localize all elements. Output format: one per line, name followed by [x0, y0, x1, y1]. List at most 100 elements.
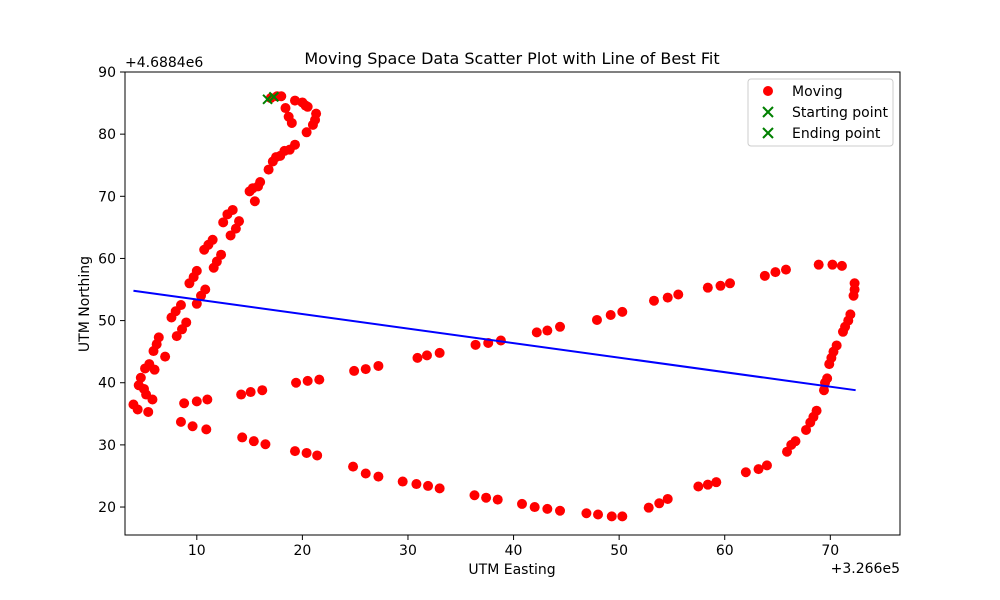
x-tick-label: 70	[821, 543, 839, 559]
y-axis-label: UTM Northing	[77, 256, 93, 352]
moving-point	[196, 290, 207, 301]
moving-point	[302, 101, 313, 112]
moving-point	[492, 494, 503, 505]
moving-point	[263, 164, 274, 175]
x-tick-label: 20	[293, 543, 311, 559]
moving-point	[740, 467, 751, 478]
moving-point	[276, 91, 287, 102]
moving-point	[225, 230, 236, 241]
moving-point	[693, 481, 704, 492]
legend-label-ending-point: Ending point	[792, 126, 881, 142]
moving-point	[753, 464, 764, 475]
moving-point	[470, 339, 481, 350]
moving-point	[208, 262, 219, 273]
moving-point	[160, 351, 171, 362]
moving-point	[434, 483, 445, 494]
moving-point	[201, 424, 212, 435]
x-tick-label: 60	[716, 543, 734, 559]
legend-label-starting-point: Starting point	[792, 105, 889, 121]
moving-point	[662, 292, 673, 303]
starting-point-marker	[262, 94, 273, 105]
moving-point	[662, 493, 673, 504]
legend-marker-starting-point	[762, 106, 774, 118]
moving-point	[761, 460, 772, 471]
moving-point	[593, 509, 604, 520]
moving-point	[202, 394, 213, 405]
moving-point	[848, 290, 859, 301]
legend-label-moving: Moving	[792, 84, 843, 100]
moving-point	[171, 331, 182, 342]
moving-point	[397, 476, 408, 487]
moving-point	[373, 360, 384, 371]
moving-point	[267, 156, 278, 167]
moving-point	[412, 352, 423, 363]
x-axis: 10 20 30 40 50 60 70	[188, 535, 839, 559]
moving-point	[591, 314, 602, 325]
moving-point	[360, 468, 371, 479]
y-tick-label: 80	[98, 127, 116, 143]
moving-point	[711, 477, 722, 488]
moving-point	[606, 511, 617, 522]
x-tick-label: 40	[505, 543, 523, 559]
moving-point	[302, 375, 313, 386]
moving-point	[301, 447, 312, 458]
moving-point	[177, 324, 188, 335]
ending-point-marker	[268, 91, 280, 103]
moving-point	[813, 259, 824, 270]
plot-frame	[124, 71, 901, 536]
moving-point	[373, 471, 384, 482]
moving-point	[617, 306, 628, 317]
moving-point	[643, 502, 654, 513]
moving-point	[175, 416, 186, 427]
moving-point	[780, 264, 791, 275]
y-tick-label: 90	[98, 65, 116, 81]
moving-point	[542, 503, 553, 514]
moving-point	[469, 490, 480, 501]
moving-point	[801, 424, 812, 435]
moving-point	[179, 398, 190, 409]
moving-point	[286, 117, 297, 128]
x-tick-label: 50	[610, 543, 628, 559]
moving-point	[715, 280, 726, 291]
x-offset-label: +3.266e5	[831, 561, 900, 577]
fit-line-layer	[133, 289, 856, 392]
moving-point	[648, 295, 659, 306]
y-offset-label: +4.6884e6	[125, 55, 203, 71]
moving-point	[140, 363, 151, 374]
moving-point	[824, 359, 835, 370]
moving-point	[836, 260, 847, 271]
moving-point	[702, 479, 713, 490]
y-tick-label: 70	[98, 189, 116, 205]
points-layer	[128, 91, 860, 522]
moving-point	[805, 417, 816, 428]
moving-point	[289, 446, 300, 457]
moving-point	[249, 196, 260, 207]
moving-point	[291, 377, 302, 388]
moving-point	[222, 209, 233, 220]
y-axis: 20 30 40 50 60 70 80 90	[98, 65, 125, 516]
moving-point	[605, 309, 616, 320]
legend: Moving Starting point Ending point	[747, 78, 894, 147]
moving-point	[143, 406, 154, 417]
y-tick-label: 30	[98, 438, 116, 454]
x-tick-label: 30	[399, 543, 417, 559]
y-tick-label: 60	[98, 251, 116, 267]
moving-point	[673, 289, 684, 300]
x-axis-label: UTM Easting	[468, 562, 555, 578]
moving-point	[244, 186, 255, 197]
moving-point	[257, 385, 268, 396]
moving-point	[314, 374, 325, 385]
moving-point	[184, 278, 195, 289]
moving-point	[702, 282, 713, 293]
moving-point	[542, 325, 553, 336]
moving-point	[517, 498, 528, 509]
moving-point	[481, 492, 492, 503]
moving-point	[218, 217, 229, 228]
moving-point	[149, 364, 160, 375]
moving-point	[280, 103, 291, 114]
moving-point	[191, 396, 202, 407]
moving-point	[301, 127, 312, 138]
moving-point	[423, 480, 434, 491]
moving-point	[529, 502, 540, 513]
moving-point	[782, 446, 793, 457]
